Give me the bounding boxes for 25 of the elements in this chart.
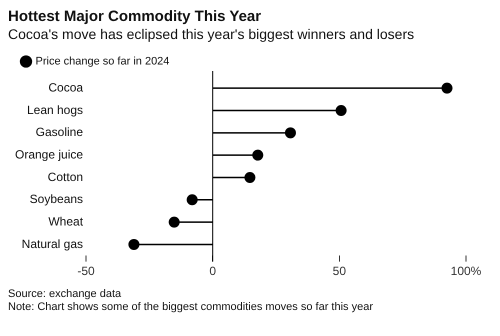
source-note: Source: exchange data: [8, 288, 122, 301]
x-tick-label: -50: [77, 264, 96, 278]
point: [336, 104, 347, 116]
point: [186, 194, 198, 206]
x-tick-label: 100%: [450, 264, 482, 278]
chart-subtitle: Cocoa's move has eclipsed this year's biggest winners and losers: [8, 26, 416, 42]
point: [284, 127, 296, 138]
y-tick-label: Wheat: [48, 214, 84, 228]
text: Note: Chart shows some of the biggest commodities moves so far this year: [8, 301, 374, 314]
y-tick-label: Natural gas: [22, 236, 84, 251]
y-tick-label: Cotton: [48, 170, 84, 184]
y-tick-label: Lean hogs: [26, 102, 84, 117]
point: [252, 150, 264, 161]
legend-label: Price change so far in 2024: [36, 56, 170, 68]
x-tick-label: 0: [209, 264, 216, 278]
y-tick-label: Gasoline: [36, 125, 84, 140]
point: [168, 216, 180, 228]
y-tick-label: Orange juice: [14, 147, 84, 162]
y-tick-label: Cocoa: [48, 80, 84, 94]
y-tick-label: Soybeans: [30, 192, 84, 206]
point: [128, 238, 140, 250]
point: [442, 82, 452, 94]
x-tick-label: 50: [332, 264, 346, 278]
point: [244, 172, 256, 183]
chart-title: Hottest Major Commodity This Year: [8, 8, 262, 25]
